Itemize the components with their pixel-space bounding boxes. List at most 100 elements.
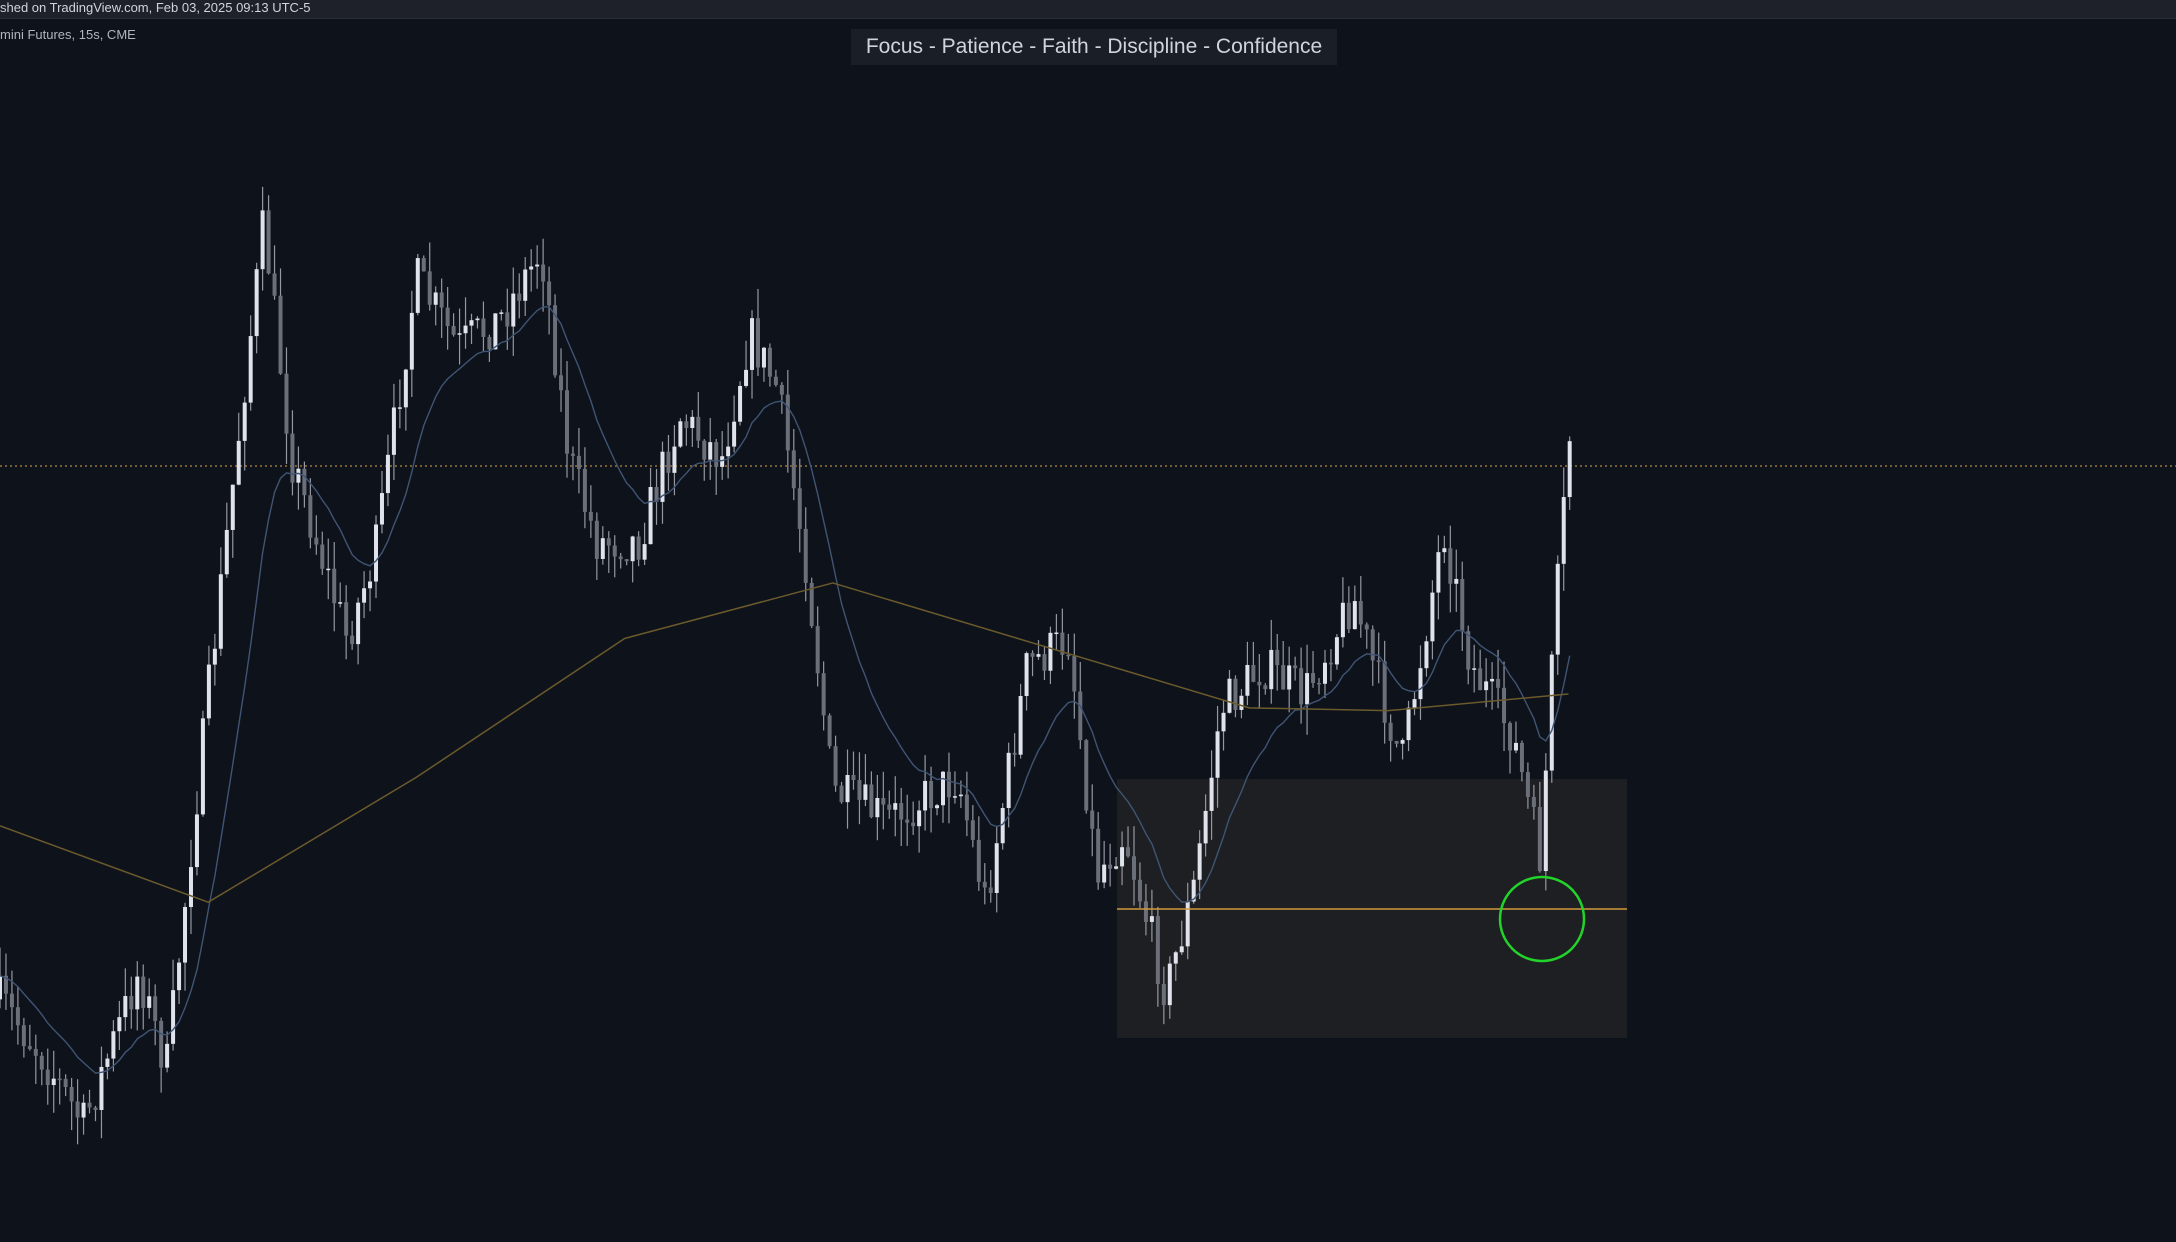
top-bar: shed on TradingView.com, Feb 03, 2025 09… [0, 0, 2176, 19]
candle [147, 996, 152, 1008]
candle [976, 839, 981, 882]
candle [588, 511, 593, 521]
candle [493, 313, 498, 350]
candle [678, 421, 683, 447]
candle [397, 407, 402, 409]
candle [272, 273, 277, 296]
candle [260, 210, 265, 270]
candle [1293, 665, 1298, 669]
candle [1000, 808, 1005, 844]
candle [726, 446, 731, 457]
candle [1179, 946, 1184, 953]
candle [1388, 722, 1393, 741]
candle [648, 487, 653, 545]
candle [869, 784, 874, 818]
candle [1400, 740, 1405, 744]
candle [1006, 752, 1011, 809]
candle [970, 820, 975, 840]
candle [797, 488, 802, 529]
candle [1490, 678, 1495, 682]
candle [1042, 654, 1047, 671]
candle [1060, 632, 1065, 655]
candle [1263, 685, 1268, 690]
candle [1418, 668, 1423, 700]
candle [779, 384, 784, 395]
candle [839, 785, 844, 803]
candle [1090, 810, 1095, 829]
candle [1257, 681, 1262, 686]
candle [1114, 866, 1119, 869]
candle [708, 442, 713, 460]
candle [141, 976, 146, 1008]
candle [314, 537, 319, 545]
candle [439, 292, 444, 308]
candle [857, 780, 862, 800]
candle [744, 369, 749, 386]
candle [505, 312, 510, 327]
candle [1460, 578, 1465, 632]
candle [803, 528, 808, 583]
candle [1513, 742, 1518, 751]
candle [1137, 879, 1142, 902]
candle [415, 258, 420, 313]
candle [952, 796, 957, 798]
candle [1173, 952, 1178, 964]
candle [1155, 916, 1160, 985]
candle [618, 556, 623, 560]
candle [1131, 856, 1136, 880]
candle [1269, 649, 1274, 690]
candle [881, 797, 886, 805]
candle [1221, 712, 1226, 732]
candle [463, 325, 468, 334]
candle [851, 774, 856, 781]
candle [224, 529, 229, 575]
short-average [0, 306, 1571, 1074]
candle [624, 559, 629, 562]
candle [1340, 602, 1345, 638]
candle [666, 451, 671, 473]
candle [1227, 678, 1232, 713]
candle [559, 375, 564, 391]
candle [564, 390, 569, 454]
candle [123, 996, 128, 1018]
candle [1161, 984, 1166, 1006]
candle [714, 442, 719, 467]
candle [290, 433, 295, 483]
candle [57, 1078, 62, 1081]
highlight-circle [1498, 875, 1586, 963]
candle [1322, 662, 1327, 684]
candle [821, 673, 826, 716]
candle [642, 544, 647, 560]
candle [523, 269, 528, 301]
candle [935, 805, 940, 809]
candle [684, 421, 689, 428]
candle [135, 976, 140, 1010]
candle [958, 794, 963, 797]
candle [409, 312, 414, 370]
candle [809, 582, 814, 627]
candle [863, 784, 868, 800]
candle [1448, 548, 1453, 584]
candle [696, 416, 701, 441]
candle [988, 887, 993, 893]
candle [923, 780, 928, 811]
candle [475, 318, 480, 321]
candle [1096, 828, 1101, 883]
candle [385, 454, 390, 494]
candle [0, 975, 2, 1000]
candle [1030, 653, 1035, 657]
candle [1496, 678, 1501, 688]
candle [660, 451, 665, 502]
candle [654, 487, 659, 502]
candle [183, 907, 188, 963]
candle [845, 774, 850, 803]
candle [600, 538, 605, 559]
candle [732, 421, 737, 447]
candle [1502, 687, 1507, 724]
candle [1066, 654, 1071, 657]
candle [815, 626, 820, 674]
candle [51, 1078, 56, 1086]
candle [1072, 656, 1077, 692]
candle [576, 455, 581, 469]
